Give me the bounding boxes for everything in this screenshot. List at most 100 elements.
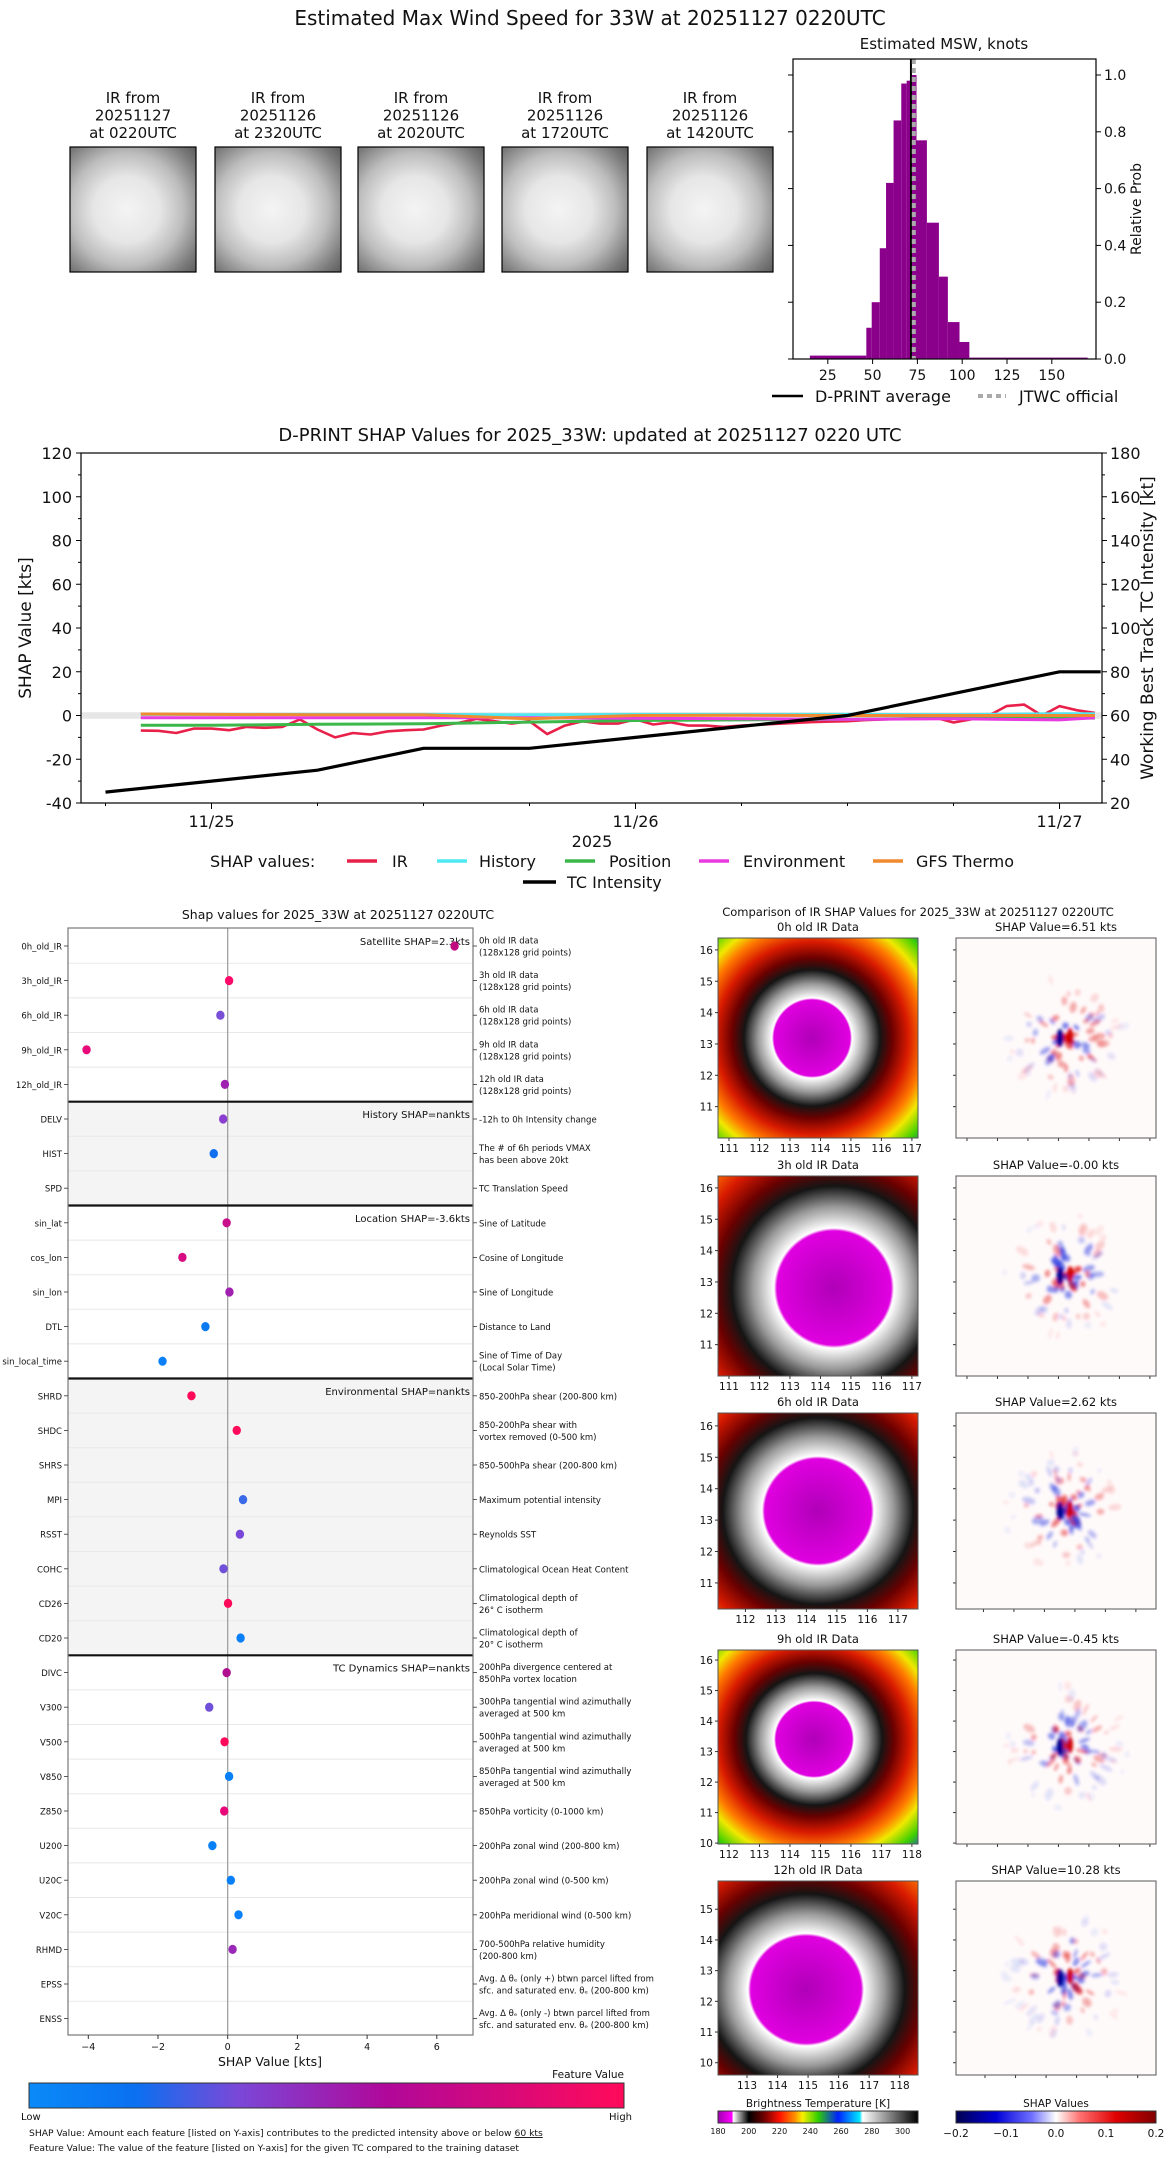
shap-blob — [1026, 2020, 1035, 2031]
histogram-title: Estimated MSW, knots — [860, 35, 1029, 53]
shap-blob — [1094, 1011, 1100, 1016]
legend-title: SHAP values: — [210, 852, 315, 871]
ir-comparison-title: Comparison of IR SHAP Values for 2025_33… — [722, 905, 1114, 919]
histogram-bar — [959, 341, 970, 359]
legend-label: IR — [392, 852, 408, 871]
shap-colorbar-tick-label: 0.0 — [1048, 2128, 1065, 2140]
feature-shap-dot — [187, 1391, 196, 1401]
feature-name: RSST — [40, 1531, 63, 1541]
feature-shap-dot — [220, 1737, 229, 1747]
shap-blob — [1060, 1747, 1067, 1758]
histogram-bar — [866, 327, 872, 359]
lon-tick-label: 114 — [780, 1849, 800, 1861]
shap-blob — [1031, 1274, 1041, 1282]
shap-blob — [1062, 1928, 1067, 1937]
shap-blob — [1110, 1759, 1117, 1764]
ir-brightness-map — [718, 1176, 918, 1376]
shap-blob — [1009, 1740, 1016, 1749]
shap-blob — [1073, 1040, 1081, 1049]
footnote-text: SHAP Value: Amount each feature [listed … — [29, 2128, 514, 2139]
feature-description: TC Translation Speed — [478, 1185, 568, 1195]
shap-blob — [1084, 1484, 1090, 1491]
feature-name: 0h_old_IR — [21, 943, 62, 953]
shap-blob — [1082, 1997, 1092, 2007]
histogram-bar — [969, 357, 1088, 359]
shap-blob — [1077, 1720, 1088, 1732]
feature-description: Cosine of Longitude — [479, 1254, 563, 1264]
feature-description: Sine of Latitude — [479, 1219, 546, 1229]
shap-blob — [1093, 2014, 1099, 2020]
lat-tick-label: 14 — [700, 1008, 714, 1020]
feature-shap-dot — [224, 976, 234, 986]
shap-xtick-label: 6 — [434, 2042, 440, 2053]
timeseries-ytick-label: 60 — [52, 575, 72, 594]
histogram-ytick-label: 0.4 — [1104, 238, 1126, 254]
feature-description: vortex removed (0-500 km) — [479, 1433, 596, 1443]
lat-tick-label: 13 — [700, 1747, 713, 1759]
shap-xtick-label: 4 — [364, 2042, 370, 2053]
lon-tick-label: 117 — [902, 1143, 922, 1155]
legend-label: History — [479, 852, 536, 871]
shap-blob — [1082, 1703, 1089, 1716]
histogram-bar — [871, 302, 880, 359]
shap-blob — [1070, 1514, 1081, 1524]
shap-blob — [1110, 1980, 1120, 1985]
ir-map-frame — [717, 937, 919, 1139]
shap-xtick-label: −2 — [151, 2042, 165, 2053]
timeseries-y2tick-label: 120 — [1110, 575, 1141, 594]
shap-blob — [1078, 1792, 1086, 1799]
shap-blob — [1073, 1024, 1080, 1031]
shap-blob — [1090, 993, 1099, 1003]
feature-name: V850 — [40, 1773, 62, 1783]
shap-blob-core-negative — [1056, 1738, 1064, 1756]
feature-description: (Local Solar Time) — [479, 1364, 556, 1374]
feature-description: (128x128 grid points) — [479, 949, 571, 959]
bt-colorbar-tick-label: 280 — [864, 2127, 879, 2136]
shap-blob — [1003, 1035, 1015, 1042]
shap-blob — [1048, 974, 1054, 985]
lat-tick-label: 15 — [700, 1452, 713, 1464]
shap-blob — [1074, 989, 1081, 996]
shap-blob — [1064, 1290, 1073, 1299]
feature-description: 200hPa zonal wind (200-800 km) — [479, 1842, 619, 1852]
shap-attribution-pattern — [1003, 974, 1130, 1100]
shap-blob-core-negative — [1056, 1267, 1064, 1285]
shap-blob — [1071, 1722, 1075, 1728]
shap-blob — [1047, 1986, 1056, 1994]
shap-blob — [1099, 1763, 1113, 1772]
shap-blob — [1074, 1708, 1081, 1719]
lon-tick-label: 112 — [735, 1614, 755, 1626]
lon-tick-label: 116 — [841, 1849, 861, 1861]
shap-blob — [1104, 1730, 1109, 1735]
shap-blob — [1090, 1715, 1098, 1723]
shap-blob — [1090, 1749, 1101, 1754]
feature-description: 700-500hPa relative humidity — [479, 1940, 605, 1950]
feature-name: ENSS — [39, 2015, 62, 2025]
bt-colorbar-tick-label: 180 — [710, 2127, 725, 2136]
shap-blob — [1092, 1785, 1097, 1790]
shap-blob — [1087, 1054, 1097, 1062]
shap-blob — [1099, 1321, 1107, 1327]
histogram-bar — [901, 83, 907, 360]
shap-blob — [1068, 1688, 1076, 1702]
lat-tick-label: 13 — [700, 1277, 713, 1289]
feature-name: U200 — [40, 1842, 62, 1852]
shap-blob — [1030, 1734, 1037, 1741]
feature-name: CD26 — [39, 1600, 62, 1610]
shap-blob — [1023, 1280, 1035, 1285]
lon-tick-label: 115 — [810, 1849, 830, 1861]
shap-blob — [1037, 1534, 1044, 1541]
feature-shap-dot — [238, 1495, 248, 1505]
lat-tick-label: 16 — [700, 1655, 714, 1667]
shap-blob — [1036, 2026, 1042, 2033]
shap-attribution-map — [956, 1650, 1156, 1844]
shap-blob — [1038, 1760, 1045, 1765]
feature-name: sin_lat — [35, 1219, 63, 1229]
lat-tick-label: 13 — [700, 1515, 713, 1527]
group-background — [68, 1101, 473, 1206]
thumbnail-label: 20251126 — [672, 107, 748, 125]
shap-summary-title: Shap values for 2025_33W at 20251127 022… — [182, 907, 495, 922]
shap-blob — [1089, 1019, 1101, 1027]
timeseries-title: D-PRINT SHAP Values for 2025_33W: update… — [278, 425, 901, 446]
